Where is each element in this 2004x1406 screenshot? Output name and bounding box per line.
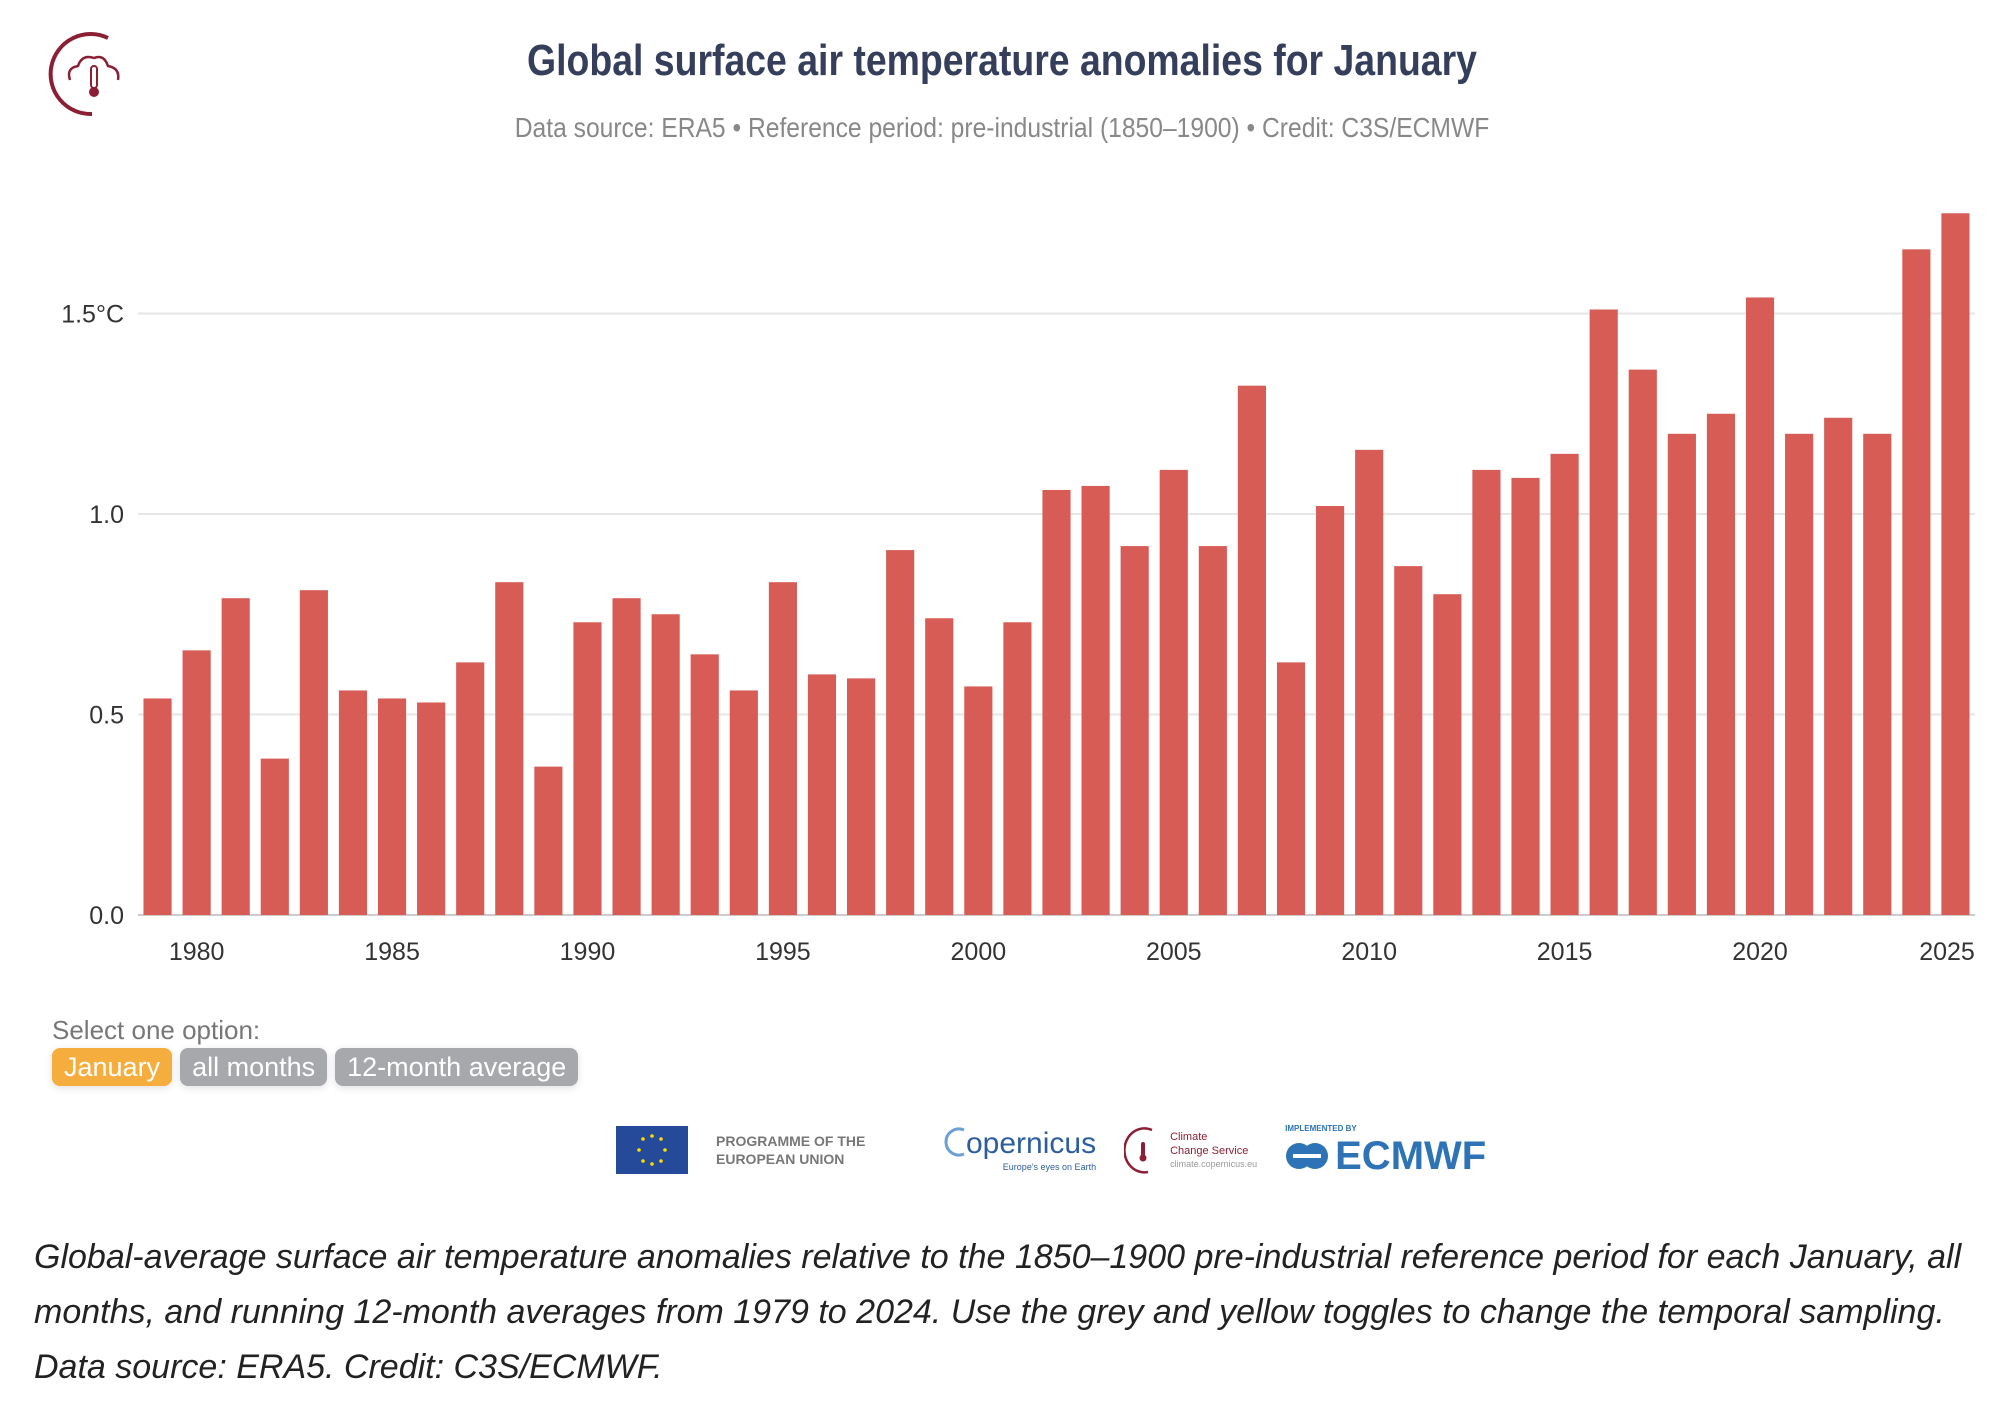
bar-2016 (1589, 309, 1618, 915)
x-tick-label: 1995 (755, 938, 811, 966)
bar-1998 (886, 550, 915, 915)
bar-2002 (1042, 489, 1071, 915)
bar-1979 (143, 698, 172, 915)
toggle-all-months[interactable]: all months (180, 1048, 328, 1086)
c3s-logo-icon (48, 32, 120, 117)
eu-programme-text: PROGRAMME OF THE EUROPEAN UNION (716, 1133, 866, 1167)
bar-1986 (417, 702, 446, 915)
y-tick-label: 0.0 (89, 902, 124, 930)
bar-1992 (651, 614, 680, 915)
copernicus-c-icon (944, 1127, 965, 1157)
bar-2010 (1355, 449, 1384, 915)
bar-1984 (338, 690, 368, 915)
bar-1980 (182, 650, 211, 915)
x-tick-label: 1990 (560, 938, 616, 966)
bar-2015 (1550, 453, 1579, 915)
bar-1991 (612, 598, 641, 915)
bar-1996 (807, 674, 837, 915)
bar-1990 (573, 622, 602, 915)
bar-2025 (1941, 213, 1970, 915)
ecmwf-text: ECMWF (1335, 1134, 1487, 1178)
bar-1983 (299, 590, 328, 915)
bar-2022 (1824, 417, 1853, 915)
bar-1988 (495, 582, 524, 915)
bar-2001 (1003, 622, 1032, 915)
copernicus-logo: opernicus Europe's eyes on Earth (944, 1127, 1096, 1173)
x-tick-label: 2010 (1341, 938, 1397, 966)
y-tick-label: 1.5°C (61, 301, 124, 329)
x-tick-label: 2000 (951, 938, 1007, 966)
c3s-small-icon (1124, 1127, 1153, 1174)
bar-2007 (1237, 385, 1266, 915)
bar-2005 (1159, 469, 1188, 915)
bar-2019 (1706, 413, 1736, 915)
x-tick-label: 1985 (364, 938, 420, 966)
bar-2023 (1863, 433, 1892, 915)
eu-flag-icon (616, 1126, 688, 1174)
figure-caption: Global-average surface air temperature a… (34, 1238, 1962, 1386)
bar-1993 (690, 654, 719, 915)
bar-1985 (377, 698, 407, 915)
bar-2012 (1433, 594, 1462, 915)
bar-chart: 0.0 0.5 1.0 1.5°C 1980 1985 1990 1995 2000 2005 20… (61, 213, 1975, 966)
bar-1997 (847, 678, 876, 915)
y-tick-label: 0.5 (89, 702, 124, 730)
copernicus-text: opernicus (966, 1127, 1097, 1160)
bar-2003 (1081, 485, 1110, 915)
bar-2021 (1785, 433, 1814, 915)
x-tick-label: 2005 (1146, 938, 1202, 966)
x-tick-label: 2020 (1732, 938, 1788, 966)
bar-2024 (1902, 249, 1931, 916)
bar-1999 (925, 618, 954, 915)
select-label: Select one option: (52, 1015, 261, 1045)
x-tick-label: 1980 (169, 938, 225, 966)
chart-subtitle: Data source: ERA5 • Reference period: pr… (514, 112, 1490, 143)
toggle-12-month-average[interactable]: 12-month average (335, 1048, 579, 1086)
bar-1987 (456, 662, 485, 915)
x-tick-label: 2025 (1919, 938, 1975, 966)
chart-title: Global surface air temperature anomalies… (527, 36, 1477, 85)
c3s-line1: Climate (1170, 1131, 1208, 1143)
x-tick-label: 2015 (1537, 938, 1593, 966)
bar-2008 (1276, 662, 1306, 915)
copernicus-tagline: Europe's eyes on Earth (1002, 1162, 1097, 1172)
bar-1995 (768, 582, 797, 915)
ecmwf-mark-icon (1286, 1143, 1329, 1169)
period-toggle-group: January all months 12-month average (52, 1048, 579, 1086)
bar-2018 (1667, 433, 1696, 915)
c3s-logo: Climate Change Service climate.copernicus.… (1124, 1126, 1257, 1174)
bar-1994 (729, 690, 758, 915)
bar-2017 (1628, 369, 1657, 915)
bar-1981 (221, 598, 250, 915)
bar-1989 (534, 766, 563, 915)
bar-2013 (1472, 469, 1501, 915)
bar-2011 (1394, 566, 1423, 915)
bar-2004 (1120, 546, 1149, 915)
bar-2000 (964, 686, 993, 915)
partner-logos: PROGRAMME OF THE EUROPEAN UNION opernicu… (616, 1120, 1486, 1180)
c3s-line2: Change Service (1170, 1145, 1249, 1157)
y-tick-label: 1.0 (89, 501, 124, 529)
bar-1982 (260, 758, 289, 915)
bar-2009 (1316, 505, 1345, 915)
bar-2006 (1198, 546, 1227, 915)
ecmwf-implemented-by: IMPLEMENTED BY (1285, 1124, 1357, 1133)
c3s-url: climate.copernicus.eu (1170, 1159, 1258, 1169)
bar-2020 (1745, 297, 1775, 915)
toggle-january[interactable]: January (52, 1048, 173, 1086)
bar-2014 (1511, 477, 1540, 915)
ecmwf-logo: IMPLEMENTED BY ECMWF (1285, 1123, 1486, 1177)
